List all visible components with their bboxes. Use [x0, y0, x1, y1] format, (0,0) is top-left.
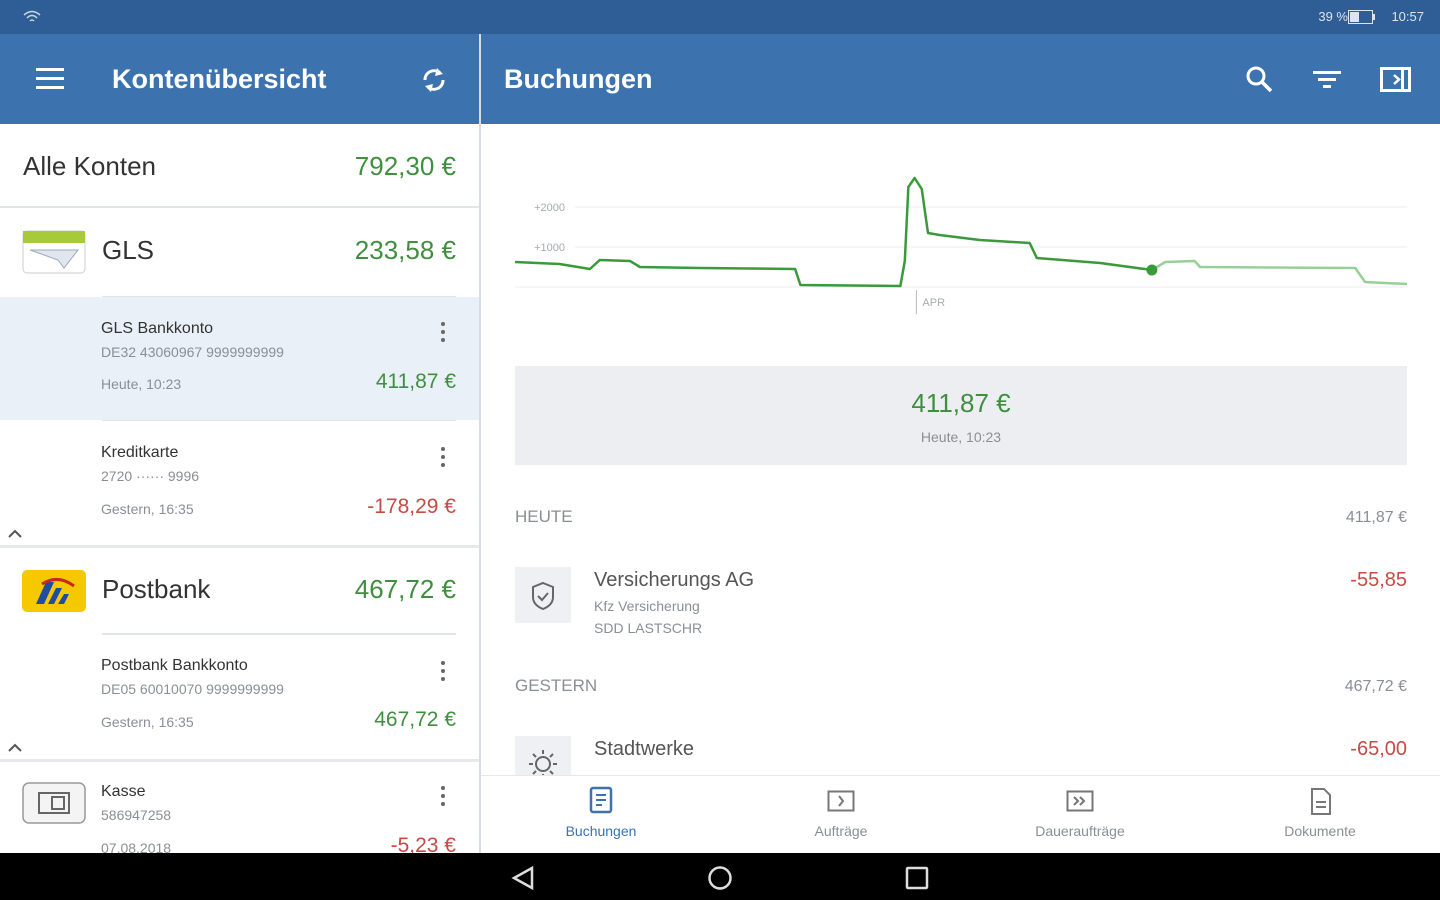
bank-logo [22, 570, 86, 612]
account-menu[interactable] [441, 322, 445, 346]
section-total: 411,87 € [1345, 509, 1407, 526]
category-icon [515, 736, 571, 775]
account-name: Kasse [101, 783, 146, 800]
section-label: GESTERN [515, 676, 598, 695]
status-bar: 39 % 10:57 [0, 0, 1440, 34]
nav-item[interactable]: Buchungen [521, 776, 681, 854]
menu-button[interactable] [36, 68, 66, 90]
account-amount: -178,29 € [367, 495, 456, 518]
total-amount: 792,30 € [354, 151, 456, 181]
bookings-content: +2000 +1000 APR 411,87 € Heute, 10:23 HEUT… [481, 124, 1440, 775]
back-button[interactable] [510, 865, 536, 891]
bank-name: Postbank [102, 574, 211, 604]
clock: 10:57 [1391, 9, 1424, 24]
nav-icon [1066, 790, 1094, 812]
wifi-icon [23, 10, 41, 22]
account-menu[interactable] [441, 661, 445, 685]
account-number: DE32 43060967 9999999999 [101, 344, 284, 360]
account-menu[interactable] [441, 786, 445, 810]
account-amount: 467,72 € [374, 708, 456, 731]
booking-detail: Kfz Versicherung [594, 598, 700, 614]
section-label: HEUTE [515, 507, 573, 526]
account-menu[interactable] [441, 447, 445, 471]
bottom-nav: Buchungen Aufträge Daueraufträge Dokumen… [481, 775, 1440, 853]
account-amount: -5,23 € [390, 834, 456, 853]
account-row[interactable]: Kreditkarte 2720 ······ 9996 Gestern, 16… [0, 421, 479, 545]
system-nav-bar [0, 853, 1440, 900]
balance-card: 411,87 € Heute, 10:23 [515, 366, 1407, 465]
account-amount: 411,87 € [375, 370, 456, 393]
booking-amount: -65,00 [1350, 738, 1407, 760]
cash-icon [22, 782, 86, 824]
booking-row[interactable]: Stadtwerke -65,00 [481, 718, 1440, 775]
battery-level: 39 % [1318, 9, 1348, 24]
account-name: GLS Bankkonto [101, 320, 214, 337]
total-row[interactable]: Alle Konten 792,30 € [0, 124, 479, 207]
account-row[interactable]: GLS Bankkonto DE32 43060967 9999999999 H… [0, 297, 479, 420]
booking-name: Stadtwerke [594, 738, 695, 760]
refresh-button[interactable] [420, 65, 448, 95]
nav-label: Buchungen [565, 823, 637, 839]
divider [0, 545, 479, 548]
y-tick-label: +2000 [534, 202, 565, 214]
section-total: 467,72 € [1344, 678, 1407, 695]
account-number: 2720 ······ 9996 [101, 468, 200, 484]
nav-icon [1311, 788, 1331, 815]
home-button[interactable] [707, 865, 733, 891]
booking-name: Versicherungs AG [594, 569, 755, 591]
recents-button[interactable] [905, 866, 929, 890]
divider [102, 420, 456, 421]
accounts-list: Alle Konten 792,30 € GLS 233,58 € GLS Ba… [0, 124, 479, 853]
pane-title: Buchungen [504, 64, 653, 94]
account-updated: Gestern, 16:35 [101, 501, 194, 517]
battery-icon [1348, 10, 1375, 24]
collapse-button[interactable] [7, 743, 23, 753]
nav-item[interactable]: Dokumente [1240, 776, 1400, 854]
booking-amount: -55,85 [1350, 569, 1407, 591]
divider [0, 206, 479, 208]
balance-amount: 411,87 € [911, 388, 1011, 418]
bank-name: GLS [102, 235, 155, 265]
balance-chart: +2000 +1000 APR [514, 176, 1408, 314]
total-label: Alle Konten [23, 151, 156, 181]
app-bar: Buchungen [481, 34, 1440, 124]
nav-label: Dokumente [1284, 823, 1356, 839]
collapse-button[interactable] [7, 529, 23, 539]
account-updated: Gestern, 16:35 [101, 714, 194, 730]
nav-icon [827, 790, 855, 812]
y-tick-label: +1000 [534, 242, 565, 254]
nav-item[interactable]: Daueraufträge [1000, 776, 1160, 854]
account-updated: 07.08.2018 [101, 840, 172, 853]
balance-updated: Heute, 10:23 [920, 429, 1002, 445]
search-button[interactable] [1245, 65, 1273, 93]
nav-item[interactable]: Aufträge [761, 776, 921, 854]
nav-icon [589, 786, 613, 814]
bank-amount: 467,72 € [354, 574, 456, 604]
x-tick-label: APR [922, 297, 945, 309]
pane-divider [479, 34, 481, 853]
account-updated: Heute, 10:23 [101, 376, 182, 392]
pane-title: Kontenübersicht [112, 64, 327, 94]
bank-amount: 233,58 € [354, 235, 456, 265]
filter-button[interactable] [1313, 70, 1343, 90]
account-row[interactable]: Postbank Bankkonto DE05 60010070 9999999… [0, 635, 479, 759]
nav-label: Aufträge [814, 823, 868, 839]
divider [0, 759, 479, 762]
current-marker [1146, 264, 1158, 276]
app-bar: Kontenübersicht [0, 34, 479, 124]
account-row[interactable]: Kasse 586947258 07.08.2018 -5,23 € [0, 762, 479, 853]
account-number: DE05 60010070 9999999999 [101, 681, 284, 697]
account-name: Kreditkarte [101, 444, 179, 461]
balance-line [514, 176, 1408, 288]
account-name: Postbank Bankkonto [101, 657, 248, 674]
category-icon [515, 567, 571, 623]
booking-detail: SDD LASTSCHR [594, 620, 703, 636]
panel-toggle-button[interactable] [1380, 67, 1412, 93]
account-number: 586947258 [101, 807, 172, 823]
bank-logo [22, 230, 86, 274]
nav-label: Daueraufträge [1035, 823, 1125, 839]
divider [102, 633, 456, 635]
booking-row[interactable]: Versicherungs AG Kfz Versicherung SDD LA… [481, 549, 1440, 649]
